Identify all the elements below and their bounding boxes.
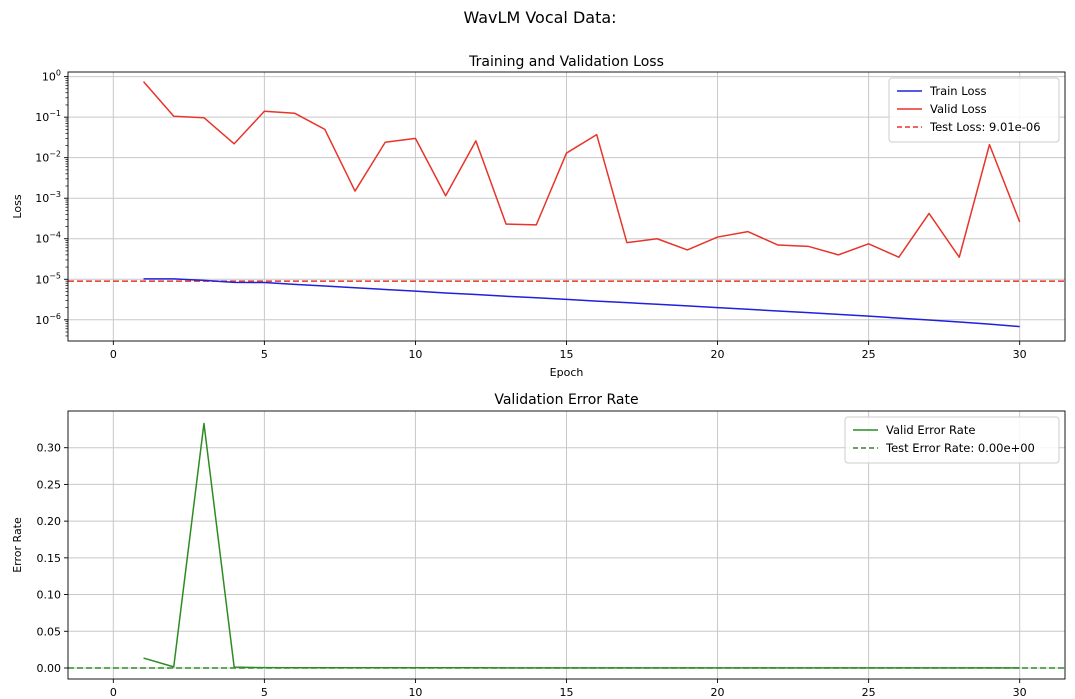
x-tick-label: 25 (862, 348, 876, 361)
legend-box (844, 416, 1060, 464)
y-tick-label: 0.05 (37, 625, 62, 638)
legend-label: Test Error Rate: 0.00e+00 (885, 441, 1035, 455)
x-tick-label: 0 (110, 348, 117, 361)
y-tick-base: 10 (42, 71, 56, 84)
y-tick-exponent: −3 (49, 190, 61, 199)
error-rate-plot: 0 5 10 15 20 25 30 0.00 0.05 0.10 0.15 0.20 0.25 0.30… (11, 392, 1066, 699)
y-tick-label: 10−4 (35, 231, 61, 246)
x-tick-label: 15 (560, 686, 574, 699)
y-tick-label: 0.30 (37, 442, 62, 455)
legend: Valid Error Rate Test Error Rate: 0.00e+0… (844, 416, 1060, 464)
y-tick-label: 0.15 (37, 552, 62, 565)
figure-title: WavLM Vocal Data: (463, 8, 616, 27)
x-tick-label: 30 (1013, 348, 1027, 361)
x-tick-label: 15 (560, 348, 574, 361)
legend-label: Valid Error Rate (886, 423, 975, 437)
y-tick-label: 0.25 (37, 478, 62, 491)
series-line-valid-loss (142, 81, 1021, 258)
y-tick-label: 0.10 (37, 589, 62, 602)
x-tick-label: 10 (408, 686, 422, 699)
grid (68, 72, 1065, 341)
y-axis-label: Loss (11, 194, 24, 218)
x-tick-label: 20 (711, 348, 725, 361)
y-tick-base: 10 (35, 192, 49, 205)
y-tick-base: 10 (35, 111, 49, 124)
y-tick-label: 10−1 (35, 109, 61, 124)
y-axis: 0.00 0.05 0.10 0.15 0.20 0.25 0.30 (37, 442, 68, 675)
loss-plot: 0 5 10 15 20 25 3010−610−510−410−310−210−1100T… (11, 54, 1066, 379)
x-tick-label: 5 (261, 686, 268, 699)
x-axis-label: Epoch (550, 366, 584, 379)
y-tick-exponent: −1 (49, 109, 61, 118)
y-tick-base: 10 (35, 273, 49, 286)
x-axis: 0 5 10 15 20 25 30 (110, 679, 1027, 699)
x-tick-label: 0 (110, 686, 117, 699)
x-axis: 0 5 10 15 20 25 30 (110, 341, 1027, 361)
y-tick-exponent: −6 (49, 312, 61, 321)
y-tick-base: 10 (35, 152, 49, 165)
legend-label: Test Loss: 9.01e-06 (929, 120, 1041, 134)
y-tick-exponent: −5 (49, 271, 61, 280)
y-axis-label: Error Rate (11, 517, 24, 573)
y-tick-label: 0.00 (37, 662, 62, 675)
y-tick-exponent: −4 (49, 231, 61, 240)
legend-label: Valid Loss (930, 102, 987, 116)
y-tick-exponent: −2 (49, 150, 61, 159)
axes-frame (67, 71, 1066, 342)
legend-box (888, 77, 1060, 143)
y-tick-label: 100 (42, 69, 61, 84)
y-tick-label: 10−3 (35, 190, 61, 205)
legend-label: Train Loss (929, 84, 986, 98)
x-tick-label: 5 (261, 348, 268, 361)
y-tick-label: 0.20 (37, 515, 62, 528)
y-tick-base: 10 (35, 233, 49, 246)
x-tick-label: 10 (408, 348, 422, 361)
y-tick-base: 10 (35, 314, 49, 327)
axes-frame (67, 410, 1066, 680)
series-line-valid-error-rate (143, 422, 1020, 669)
y-tick-label: 10−2 (35, 150, 61, 165)
x-tick-label: 25 (862, 686, 876, 699)
series-line-train-loss (143, 278, 1020, 328)
y-tick-label: 10−6 (35, 312, 61, 327)
plot-title: Validation Error Rate (494, 392, 638, 408)
y-tick-exponent: 0 (56, 69, 61, 78)
legend: Train Loss Valid Loss Test Loss: 9.01e-06 (888, 77, 1060, 143)
x-tick-label: 30 (1013, 686, 1027, 699)
y-tick-label: 10−5 (35, 271, 61, 286)
x-tick-label: 20 (711, 686, 725, 699)
plot-title: Training and Validation Loss (468, 54, 664, 70)
